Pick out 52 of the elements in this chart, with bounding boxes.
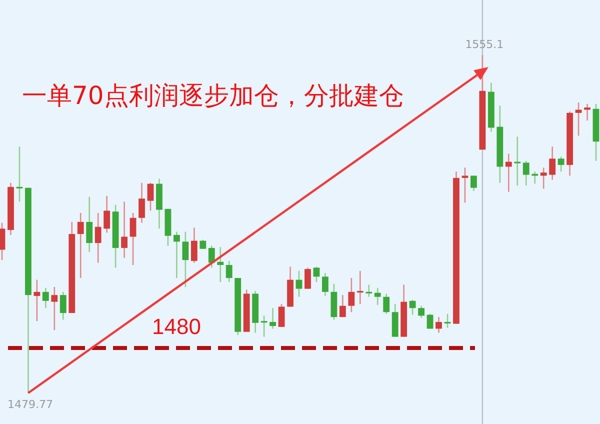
candlestick: [190, 227, 198, 264]
candlestick: [514, 136, 521, 186]
candlestick: [208, 245, 215, 268]
candlestick: [426, 313, 434, 330]
annotation: 1555.1: [465, 38, 504, 51]
candlestick: [304, 267, 311, 290]
candlestick: [296, 270, 302, 298]
candlestick: [77, 212, 84, 279]
candlestick: [34, 279, 40, 322]
candlestick: [270, 307, 276, 330]
candlestick: [226, 260, 232, 283]
annotation: 一单70点利润逐步加仓，分批建仓: [22, 81, 404, 110]
candlestick: [94, 212, 102, 264]
candlestick: [549, 146, 556, 180]
candlestick: [130, 212, 136, 266]
candlestick: [174, 231, 180, 279]
candlestick: [374, 287, 381, 306]
candlestick: [575, 102, 582, 136]
candlestick: [540, 166, 547, 190]
candlestick: [366, 284, 372, 298]
candlestick: [42, 287, 49, 309]
candlestick: [322, 272, 328, 297]
candlestick: [418, 305, 424, 319]
candlestick: [86, 196, 93, 253]
candlestick: [138, 182, 145, 224]
candlestick: [462, 166, 468, 204]
candlestick: [505, 153, 512, 192]
candlestick: [260, 315, 268, 338]
candlestick: [278, 303, 285, 328]
candlestick: [584, 103, 590, 122]
candlestick: [409, 299, 416, 316]
candlestick: [348, 277, 355, 313]
candlestick: [436, 316, 442, 334]
candlestick: [217, 246, 224, 283]
annotation: 1479.77: [7, 398, 53, 411]
candlestick: [0, 222, 6, 261]
candlestick: [558, 156, 564, 172]
candlestick: [121, 201, 128, 258]
candlestick: [313, 266, 320, 283]
candlestick: [104, 195, 110, 234]
candlestick: [51, 286, 58, 331]
candlestick: [444, 313, 451, 328]
candlestick: [60, 291, 66, 320]
annotation: 1480: [152, 314, 201, 339]
candlestick: [383, 293, 390, 315]
candlestick: [522, 160, 530, 186]
candlestick: [16, 146, 23, 202]
candlestick: [147, 182, 154, 212]
candlestick: [356, 270, 364, 305]
candlestick: [339, 294, 346, 318]
candlestick: [182, 231, 189, 288]
candlestick: [470, 175, 477, 192]
